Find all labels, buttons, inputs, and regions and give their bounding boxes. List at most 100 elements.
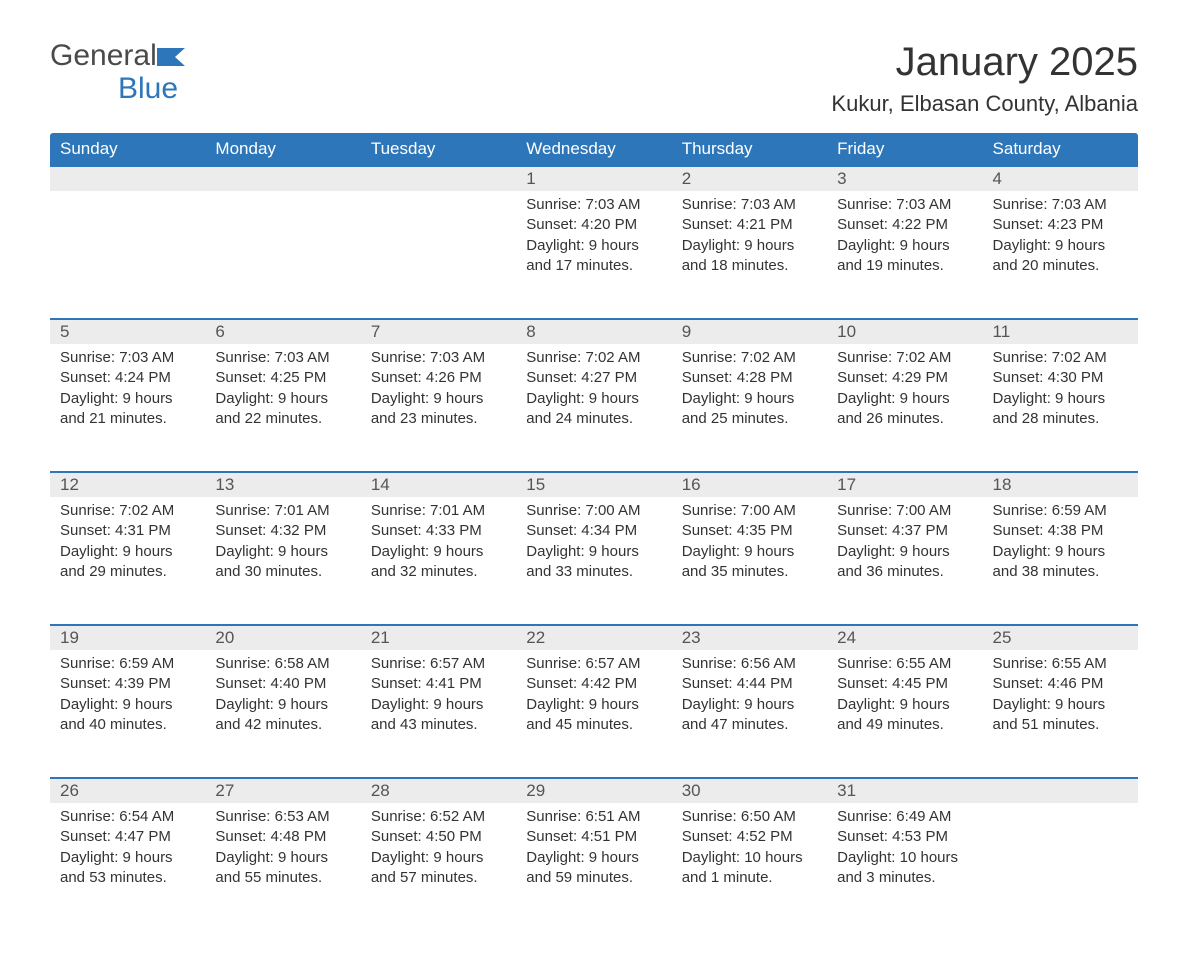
day-content: Sunrise: 7:00 AMSunset: 4:35 PMDaylight:… [672,497,827,592]
day-cell: Sunrise: 7:01 AMSunset: 4:32 PMDaylight:… [205,497,360,625]
page-header: General Blue January 2025 Kukur, Elbasan… [50,40,1138,117]
day-header: Wednesday [516,133,671,166]
day-number-cell: 10 [827,319,982,344]
logo: General Blue [50,40,191,104]
day-number: 29 [526,781,545,800]
day-cell [50,191,205,319]
day-sunset: Sunset: 4:48 PM [215,827,350,847]
day-sunrise: Sunrise: 6:57 AM [371,654,506,674]
day-number-cell: 14 [361,472,516,497]
day-number: 24 [837,628,856,647]
day-sunset: Sunset: 4:39 PM [60,674,195,694]
day-number-cell: 1 [516,166,671,191]
day-cell: Sunrise: 6:57 AMSunset: 4:42 PMDaylight:… [516,650,671,778]
day-content: Sunrise: 6:52 AMSunset: 4:50 PMDaylight:… [361,803,516,898]
day-content: Sunrise: 6:58 AMSunset: 4:40 PMDaylight:… [205,650,360,745]
day-sunset: Sunset: 4:32 PM [215,521,350,541]
day-sunrise: Sunrise: 6:59 AM [993,501,1128,521]
day-daylight2: and 1 minute. [682,868,817,888]
day-header: Thursday [672,133,827,166]
day-daylight1: Daylight: 9 hours [993,542,1128,562]
day-number: 7 [371,322,380,341]
day-number: 14 [371,475,390,494]
day-content: Sunrise: 7:01 AMSunset: 4:33 PMDaylight:… [361,497,516,592]
day-sunrise: Sunrise: 6:56 AM [682,654,817,674]
day-cell: Sunrise: 7:00 AMSunset: 4:34 PMDaylight:… [516,497,671,625]
day-sunset: Sunset: 4:30 PM [993,368,1128,388]
day-cell: Sunrise: 6:59 AMSunset: 4:39 PMDaylight:… [50,650,205,778]
day-daylight1: Daylight: 9 hours [526,542,661,562]
day-daylight2: and 40 minutes. [60,715,195,735]
day-sunrise: Sunrise: 7:02 AM [526,348,661,368]
day-sunrise: Sunrise: 6:53 AM [215,807,350,827]
day-sunrise: Sunrise: 7:01 AM [215,501,350,521]
day-cell: Sunrise: 6:55 AMSunset: 4:45 PMDaylight:… [827,650,982,778]
day-number: 16 [682,475,701,494]
day-daylight1: Daylight: 9 hours [837,389,972,409]
day-sunrise: Sunrise: 6:50 AM [682,807,817,827]
day-content: Sunrise: 6:50 AMSunset: 4:52 PMDaylight:… [672,803,827,898]
day-sunset: Sunset: 4:51 PM [526,827,661,847]
day-header: Friday [827,133,982,166]
day-number: 13 [215,475,234,494]
day-daylight2: and 3 minutes. [837,868,972,888]
day-number-cell [50,166,205,191]
day-content: Sunrise: 6:57 AMSunset: 4:42 PMDaylight:… [516,650,671,745]
day-number: 5 [60,322,69,341]
day-sunset: Sunset: 4:44 PM [682,674,817,694]
week-content-row: Sunrise: 6:59 AMSunset: 4:39 PMDaylight:… [50,650,1138,778]
day-daylight2: and 22 minutes. [215,409,350,429]
week-content-row: Sunrise: 7:03 AMSunset: 4:24 PMDaylight:… [50,344,1138,472]
day-daylight1: Daylight: 9 hours [60,695,195,715]
day-content: Sunrise: 7:03 AMSunset: 4:24 PMDaylight:… [50,344,205,439]
location-text: Kukur, Elbasan County, Albania [831,91,1138,117]
day-sunrise: Sunrise: 7:00 AM [526,501,661,521]
day-content: Sunrise: 7:02 AMSunset: 4:29 PMDaylight:… [827,344,982,439]
day-sunrise: Sunrise: 6:52 AM [371,807,506,827]
week-number-row: 1234 [50,166,1138,191]
day-sunset: Sunset: 4:40 PM [215,674,350,694]
day-daylight2: and 49 minutes. [837,715,972,735]
day-daylight1: Daylight: 9 hours [371,695,506,715]
day-daylight1: Daylight: 9 hours [526,695,661,715]
day-number: 9 [682,322,691,341]
day-sunset: Sunset: 4:29 PM [837,368,972,388]
day-daylight1: Daylight: 10 hours [682,848,817,868]
day-header: Monday [205,133,360,166]
day-content: Sunrise: 6:49 AMSunset: 4:53 PMDaylight:… [827,803,982,898]
day-daylight2: and 17 minutes. [526,256,661,276]
day-number-cell: 22 [516,625,671,650]
day-daylight1: Daylight: 9 hours [526,236,661,256]
day-daylight2: and 38 minutes. [993,562,1128,582]
day-number: 18 [993,475,1012,494]
week-content-row: Sunrise: 7:03 AMSunset: 4:20 PMDaylight:… [50,191,1138,319]
day-number-cell: 20 [205,625,360,650]
day-daylight1: Daylight: 9 hours [837,236,972,256]
day-sunrise: Sunrise: 7:00 AM [837,501,972,521]
day-cell: Sunrise: 6:53 AMSunset: 4:48 PMDaylight:… [205,803,360,931]
day-sunrise: Sunrise: 7:03 AM [371,348,506,368]
day-daylight1: Daylight: 9 hours [371,389,506,409]
day-daylight1: Daylight: 9 hours [993,236,1128,256]
day-number: 27 [215,781,234,800]
day-daylight2: and 24 minutes. [526,409,661,429]
day-cell: Sunrise: 6:56 AMSunset: 4:44 PMDaylight:… [672,650,827,778]
day-sunrise: Sunrise: 7:03 AM [837,195,972,215]
day-sunset: Sunset: 4:33 PM [371,521,506,541]
day-content: Sunrise: 6:54 AMSunset: 4:47 PMDaylight:… [50,803,205,898]
day-number-cell: 4 [983,166,1138,191]
day-header: Tuesday [361,133,516,166]
day-number-cell: 11 [983,319,1138,344]
day-sunrise: Sunrise: 7:02 AM [60,501,195,521]
day-daylight2: and 55 minutes. [215,868,350,888]
day-number: 8 [526,322,535,341]
logo-word-2: Blue [50,72,178,105]
day-number: 17 [837,475,856,494]
week-content-row: Sunrise: 7:02 AMSunset: 4:31 PMDaylight:… [50,497,1138,625]
day-sunrise: Sunrise: 7:03 AM [215,348,350,368]
day-daylight1: Daylight: 9 hours [60,848,195,868]
day-cell: Sunrise: 6:49 AMSunset: 4:53 PMDaylight:… [827,803,982,931]
day-cell: Sunrise: 6:51 AMSunset: 4:51 PMDaylight:… [516,803,671,931]
day-number-cell: 5 [50,319,205,344]
day-number: 31 [837,781,856,800]
